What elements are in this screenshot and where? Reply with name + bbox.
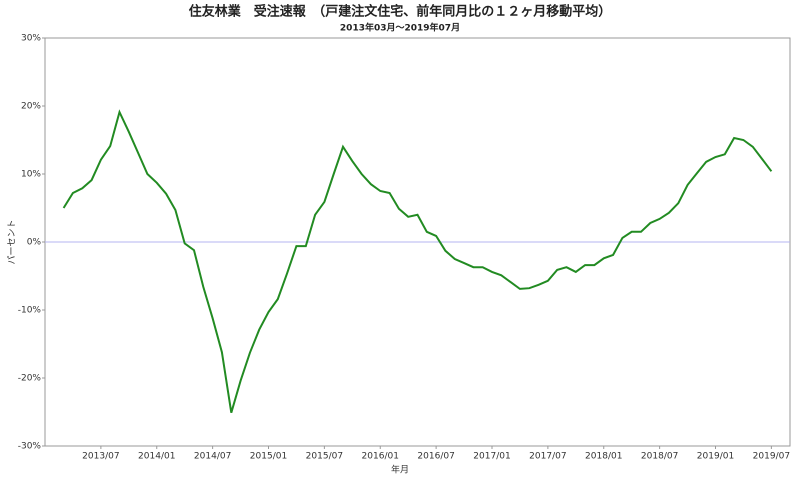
y-axis-label: パーセント: [7, 219, 18, 264]
x-tick-label: 2014/07: [194, 452, 231, 462]
y-tick-label: -30%: [18, 442, 42, 452]
x-tick-label: 2018/01: [585, 452, 622, 462]
y-tick-label: 0%: [27, 238, 42, 248]
chart-title: 住友林業 受注速報 （戸建注文住宅、前年同月比の１２ヶ月移動平均）: [189, 4, 612, 20]
y-tick-label: 20%: [21, 102, 41, 112]
x-tick-label: 2015/07: [306, 452, 343, 462]
x-tick-label: 2014/01: [138, 452, 175, 462]
x-tick-label: 2015/01: [250, 452, 287, 462]
x-tick-label: 2018/07: [641, 452, 678, 462]
chart-subtitle: 2013年03月～2019年07月: [340, 22, 460, 34]
x-tick-label: 2019/07: [753, 452, 790, 462]
x-tick-label: 2013/07: [82, 452, 119, 462]
x-tick-label: 2017/07: [529, 452, 566, 462]
y-tick-label: 10%: [21, 170, 41, 180]
x-tick-label: 2019/01: [697, 452, 734, 462]
x-tick-label: 2016/01: [362, 452, 399, 462]
x-tick-label: 2017/01: [473, 452, 510, 462]
y-tick-label: 30%: [21, 34, 41, 44]
x-axis-label: 年月: [391, 464, 409, 476]
x-tick-label: 2016/07: [417, 452, 454, 462]
y-tick-label: -10%: [18, 306, 42, 316]
data-line: [62, 109, 773, 413]
y-tick-label: -20%: [18, 374, 42, 384]
